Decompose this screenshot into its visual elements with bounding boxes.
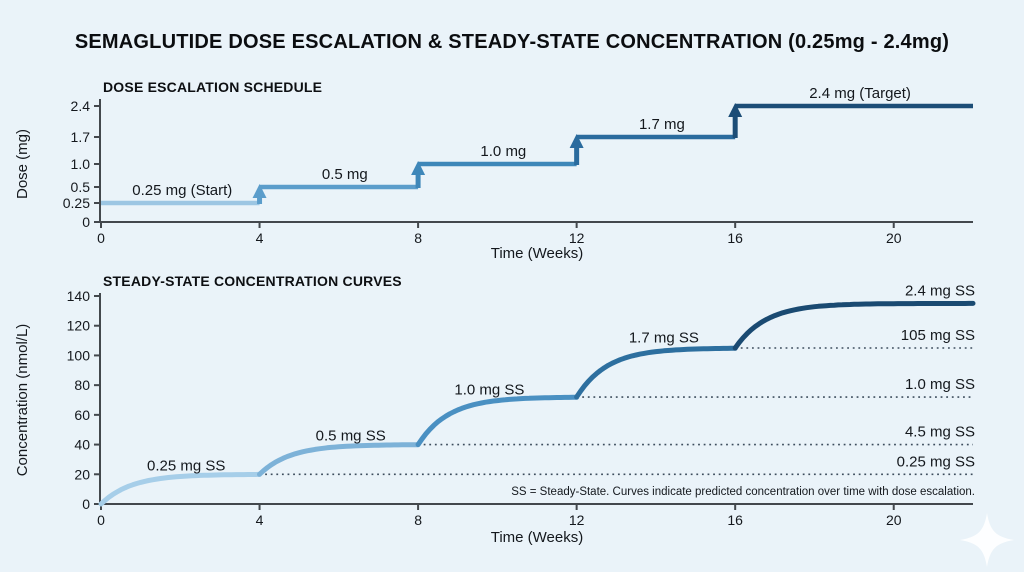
dose-y-tick-label: 0 xyxy=(82,214,90,230)
dose-step-label: 1.0 mg xyxy=(480,143,526,160)
dose-step-label: 0.5 mg xyxy=(322,166,368,183)
conc-x-tick-label: 0 xyxy=(97,512,105,528)
page-title: SEMAGLUTIDE DOSE ESCALATION & STEADY-STA… xyxy=(74,31,950,53)
dose-y-tick-label: 0.25 xyxy=(63,195,90,211)
curve-label: 1.0 mg SS xyxy=(454,382,524,399)
curve-label: 0.5 mg SS xyxy=(316,428,386,445)
conc-x-tick-label: 20 xyxy=(886,512,902,528)
dose-increase-arrowhead-icon xyxy=(411,161,426,175)
dose-y-tick-label: 1.0 xyxy=(71,156,91,172)
dose-step-label: 0.25 mg (Start) xyxy=(132,182,232,199)
conc-x-tick-label: 12 xyxy=(569,512,585,528)
concentration-chart-title: STEADY-STATE CONCENTRATION CURVES xyxy=(103,273,402,289)
steady-state-right-label: 0.25 mg SS xyxy=(897,453,975,470)
conc-y-tick-label: 140 xyxy=(67,288,91,304)
curve-label: 1.7 mg SS xyxy=(629,330,699,347)
steady-state-right-label: 4.5 mg SS xyxy=(905,424,975,441)
dose-x-tick-label: 8 xyxy=(414,230,422,246)
dose-x-tick-label: 20 xyxy=(886,230,902,246)
conc-y-tick-label: 0 xyxy=(82,496,90,512)
steady-state-right-label: 1.0 mg SS xyxy=(905,376,975,393)
concentration-curve-segment xyxy=(415,394,580,448)
curve-label: 0.25 mg SS xyxy=(147,457,225,474)
dose-chart-title: DOSE ESCALATION SCHEDULE xyxy=(103,79,323,95)
conc-x-axis-title: Time (Weeks) xyxy=(491,529,584,546)
concentration-curve-segment xyxy=(257,442,421,477)
dose-y-tick-label: 0.5 xyxy=(71,179,91,195)
conc-y-tick-label: 20 xyxy=(74,466,90,482)
concentration-curve-segment xyxy=(574,345,738,400)
steady-state-right-label: 2.4 mg SS xyxy=(905,282,975,299)
chart-footnote: SS = Steady-State. Curves indicate predi… xyxy=(511,486,975,498)
conc-y-tick-label: 40 xyxy=(74,437,90,453)
dose-y-tick-label: 2.4 xyxy=(71,98,91,114)
conc-y-tick-label: 60 xyxy=(74,407,90,423)
dose-x-tick-label: 16 xyxy=(727,230,743,246)
dose-x-tick-label: 12 xyxy=(569,230,585,246)
concentration-curve-segment xyxy=(98,471,262,507)
conc-y-tick-label: 80 xyxy=(74,377,90,393)
concentration-curve-segment xyxy=(732,300,976,351)
dose-increase-arrowhead-icon xyxy=(252,184,267,198)
dose-x-tick-label: 4 xyxy=(256,230,264,246)
steady-state-right-label: 105 mg SS xyxy=(901,327,975,344)
conc-x-tick-label: 8 xyxy=(414,512,422,528)
conc-x-tick-label: 4 xyxy=(256,512,264,528)
conc-x-tick-label: 16 xyxy=(727,512,743,528)
sparkle-icon xyxy=(960,513,1014,567)
dose-increase-arrowhead-icon xyxy=(728,103,743,117)
dose-y-axis-title: Dose (mg) xyxy=(14,129,31,199)
dose-step-label: 1.7 mg xyxy=(639,116,685,133)
dose-step-label: 2.4 mg (Target) xyxy=(809,85,911,102)
dose-x-tick-label: 0 xyxy=(97,230,105,246)
conc-y-tick-label: 100 xyxy=(67,347,91,363)
dose-increase-arrowhead-icon xyxy=(569,134,584,148)
dose-x-axis-title: Time (Weeks) xyxy=(491,245,584,262)
conc-y-axis-title: Concentration (nmol/L) xyxy=(14,324,31,477)
conc-y-tick-label: 120 xyxy=(67,318,91,334)
dose-y-tick-label: 1.7 xyxy=(71,129,91,145)
